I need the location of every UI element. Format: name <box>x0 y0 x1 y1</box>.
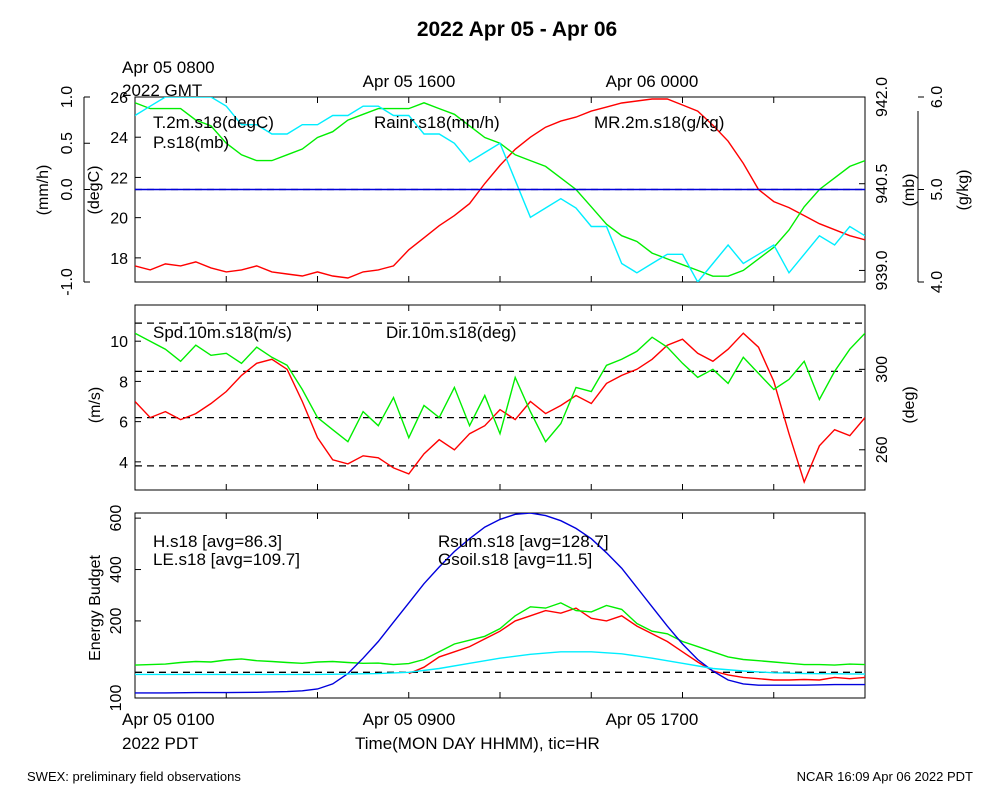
energy-axis-tick-label: 200 <box>108 607 125 634</box>
legend-mixing-ratio: MR.2m.s18(g/kg) <box>594 113 724 132</box>
speed-axis-tick-label: 10 <box>110 334 128 351</box>
footer-right: NCAR 16:09 Apr 06 2022 PDT <box>797 769 973 784</box>
gmt-zone-label: 2022 GMT <box>122 81 202 100</box>
rain-axis-label: (mm/h) <box>35 165 52 216</box>
gmt-mid-label: Apr 05 1600 <box>363 72 456 91</box>
direction-axis-tick-label: 300 <box>874 356 891 383</box>
mixing-ratio-line <box>135 97 865 282</box>
gmt-first-label: Apr 05 0800 <box>122 58 215 77</box>
energy-axis-tick-label: 600 <box>108 505 125 532</box>
mixing-ratio-axis-label: (g/kg) <box>955 170 972 211</box>
panel-1-temperature-pressure: -1.0 0.0 0.5 1.0 18 20 22 24 26 939.0 940.5 942.0 4.… <box>59 77 946 296</box>
legend-pressure: P.s18(mb) <box>153 133 229 152</box>
x-axis-label: Time(MON DAY HHMM), tic=HR <box>355 734 600 753</box>
temp-axis-label: (degC) <box>86 166 103 215</box>
temp-axis-tick-label: 26 <box>110 90 128 107</box>
pdt-mid-label: Apr 05 0900 <box>363 710 456 729</box>
legend-net-radiation: Rsum.s18 [avg=128.7] <box>438 532 609 551</box>
legend-latent-heat: LE.s18 [avg=109.7] <box>153 550 300 569</box>
speed-axis-tick-label: 4 <box>119 455 128 472</box>
latent-heat-line <box>135 602 865 666</box>
speed-axis-tick-label: 8 <box>119 374 128 391</box>
mixing-ratio-axis-tick-label: 4.0 <box>929 271 946 293</box>
pdt-first-label: Apr 05 0100 <box>122 710 215 729</box>
pdt-last-label: Apr 05 1700 <box>606 710 699 729</box>
legend-soil-heat: Gsoil.s18 [avg=11.5] <box>438 550 592 569</box>
temp-axis-tick-label: 20 <box>110 211 128 228</box>
speed-axis-tick-label: 6 <box>119 415 128 432</box>
energy-axis-label: Energy Budget <box>87 555 104 661</box>
soil-heat-line <box>135 651 865 676</box>
pdt-zone-label: 2022 PDT <box>122 734 199 753</box>
speed-axis-label: (m/s) <box>87 387 104 423</box>
temp-axis-tick-label: 22 <box>110 170 128 187</box>
rain-axis-tick-label: 0.5 <box>59 132 76 154</box>
energy-axis-tick-label: 100 <box>108 685 125 712</box>
energy-axis-tick-label: 400 <box>108 556 125 583</box>
net-radiation-line <box>135 513 865 694</box>
pressure-axis-label: (mb) <box>901 174 918 207</box>
temp-axis-tick-label: 24 <box>110 130 128 147</box>
pressure-axis-tick-label: 940.5 <box>874 164 891 204</box>
legend-rain-rate: Rainr.s18(mm/h) <box>374 113 500 132</box>
chart-title: 2022 Apr 05 - Apr 06 <box>417 18 617 41</box>
legend-wind-speed: Spd.10m.s18(m/s) <box>153 323 292 342</box>
panel-3-energy-budget: 100 200 400 600 <box>108 505 865 712</box>
wind-direction-line <box>135 332 865 443</box>
mixing-ratio-axis-tick-label: 5.0 <box>929 178 946 200</box>
footer-left: SWEX: preliminary field observations <box>27 769 241 784</box>
temperature-line <box>135 98 865 279</box>
mixing-ratio-axis-tick-label: 6.0 <box>929 86 946 108</box>
rain-axis-tick-label: -1.0 <box>59 268 76 296</box>
rain-axis-tick-label: 1.0 <box>59 86 76 108</box>
legend-wind-direction: Dir.10m.s18(deg) <box>386 323 516 342</box>
temp-axis-tick-label: 18 <box>110 251 128 268</box>
panel-2-wind: 4 6 8 10 260 300 <box>110 305 891 490</box>
direction-axis-label: (deg) <box>901 386 918 423</box>
wind-speed-line <box>135 332 865 485</box>
direction-axis-tick-label: 260 <box>874 436 891 463</box>
gmt-last-label: Apr 06 0000 <box>606 72 699 91</box>
sensible-heat-line <box>408 607 865 681</box>
pressure-axis-tick-label: 942.0 <box>874 77 891 117</box>
pressure-axis-tick-label: 939.0 <box>874 250 891 290</box>
legend-temperature: T.2m.s18(degC) <box>153 113 274 132</box>
rain-axis-tick-label: 0.0 <box>59 178 76 200</box>
legend-sensible-heat: H.s18 [avg=86.3] <box>153 532 282 551</box>
